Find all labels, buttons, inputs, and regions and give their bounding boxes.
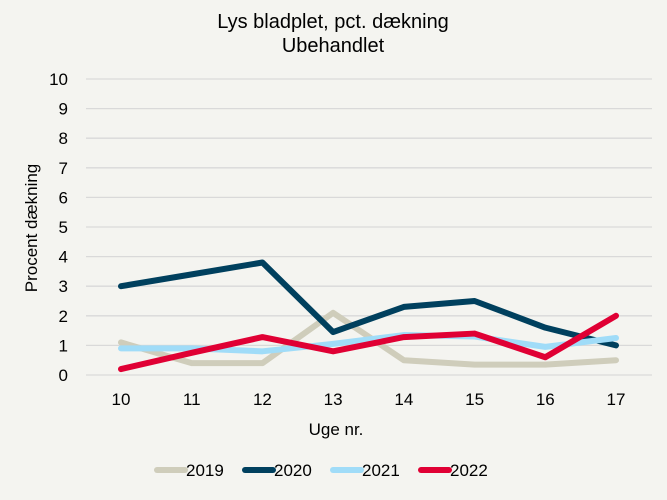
- y-tick-label: 2: [59, 307, 68, 326]
- x-tick-label: 10: [112, 390, 131, 409]
- y-tick-label: 6: [59, 188, 68, 207]
- legend-item-2021: 2021: [330, 461, 400, 480]
- x-tick-label: 16: [536, 390, 555, 409]
- y-tick-label: 4: [59, 248, 68, 267]
- y-tick-label: 5: [59, 218, 68, 237]
- y-tick-label: 9: [59, 100, 68, 119]
- legend-item-2019: 2019: [154, 461, 224, 480]
- legend-label: 2021: [362, 461, 400, 480]
- chart-title: Lys bladplet, pct. dækning: [217, 11, 449, 33]
- y-tick-label: 10: [49, 70, 68, 89]
- y-tick-label: 7: [59, 159, 68, 178]
- series-line-2020: [118, 259, 619, 349]
- x-tick-label: 13: [324, 390, 343, 409]
- x-tick-label: 14: [394, 390, 413, 409]
- y-tick-label: 8: [59, 129, 68, 148]
- chart-subtitle: Ubehandlet: [282, 35, 385, 57]
- x-tick-label: 11: [183, 390, 201, 409]
- x-axis-label: Uge nr.: [309, 420, 364, 439]
- y-tick-label: 3: [59, 277, 68, 296]
- x-tick-label: 15: [465, 390, 484, 409]
- legend-item-2020: 2020: [242, 461, 312, 480]
- legend-label: 2019: [186, 461, 224, 480]
- legend-item-2022: 2022: [418, 461, 488, 480]
- y-axis-label: Procent dækning: [22, 164, 41, 293]
- x-tick-label: 12: [253, 390, 272, 409]
- legend-label: 2020: [274, 461, 312, 480]
- series-line-2022: [118, 312, 619, 373]
- y-tick-label: 0: [59, 366, 68, 385]
- y-tick-label: 1: [59, 336, 68, 355]
- x-tick-label: 17: [607, 390, 626, 409]
- legend-label: 2022: [450, 461, 488, 480]
